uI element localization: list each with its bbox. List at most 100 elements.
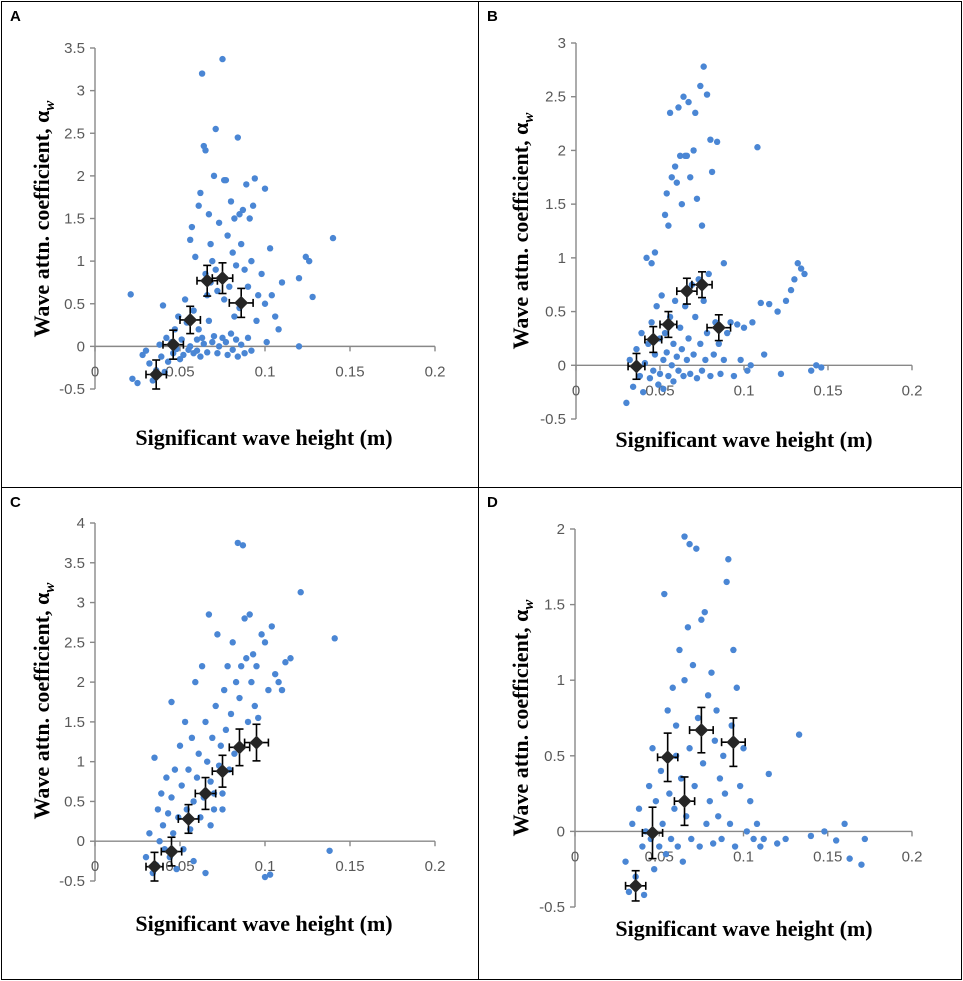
binned-means [627, 271, 732, 381]
data-point [249, 202, 257, 209]
y-tick-label: 2.5 [64, 634, 85, 651]
data-point [164, 810, 172, 817]
data-point [747, 797, 754, 805]
data-point [158, 790, 165, 797]
data-point [275, 678, 282, 686]
y-tick-label: 0 [77, 833, 85, 850]
observation-points [142, 539, 338, 881]
data-point [709, 840, 717, 847]
data-point [766, 300, 773, 308]
data-point [649, 745, 656, 752]
data-point [646, 374, 654, 382]
data-point [234, 353, 241, 360]
data-point [661, 211, 669, 219]
data-point [703, 329, 711, 337]
data-point [678, 200, 686, 208]
data-point [731, 843, 739, 850]
data-point [701, 608, 708, 616]
y-tick-label: 2 [77, 674, 85, 691]
data-point [207, 778, 214, 785]
data-point [765, 770, 772, 778]
y-tick-label: -0.5 [540, 411, 566, 428]
data-point [278, 686, 286, 694]
data-point [703, 91, 711, 98]
data-point [222, 338, 230, 346]
y-tick-label: 1.5 [64, 714, 85, 731]
data-point [272, 670, 279, 678]
data-point [212, 702, 219, 710]
observation-points [623, 63, 825, 407]
data-point [198, 70, 206, 77]
data-point [663, 190, 670, 197]
y-tick-label: 1.5 [545, 196, 566, 213]
data-point [658, 292, 665, 299]
data-point [214, 349, 221, 357]
data-point [648, 260, 655, 267]
data-point [715, 813, 722, 820]
data-point [711, 737, 719, 744]
mean-marker [646, 332, 661, 347]
x-tick-label: 0.15 [335, 363, 364, 380]
data-point [158, 353, 165, 360]
panel-a: A -0.5 0 0.5 1 1.5 2 2.5 3 3.5 0 0.05 0.1 0.15 0.2 Wav… [1, 1, 479, 488]
data-point [743, 828, 751, 835]
data-point [134, 379, 141, 387]
data-point [187, 343, 194, 350]
data-point [156, 838, 163, 845]
data-point [676, 324, 684, 331]
data-point [146, 360, 153, 367]
x-tick-label: 0 [91, 858, 99, 875]
data-point [170, 830, 177, 837]
data-point [181, 718, 189, 726]
data-point [246, 215, 253, 222]
data-point [205, 317, 213, 324]
data-point [214, 287, 221, 295]
y-tick-label: 0 [77, 338, 85, 355]
data-point [156, 341, 163, 348]
data-point [232, 336, 240, 343]
data-point [640, 891, 648, 899]
data-point [675, 367, 682, 374]
mean-marker [166, 337, 181, 352]
data-point [808, 367, 815, 374]
data-point [694, 714, 702, 722]
data-point [760, 835, 767, 843]
data-point [221, 296, 228, 303]
data-point [168, 698, 175, 706]
x-tick-label: 0.15 [813, 382, 842, 399]
data-point [253, 317, 260, 324]
data-point [686, 745, 693, 752]
data-point [204, 349, 211, 356]
data-point [669, 684, 676, 691]
mean-marker [660, 750, 675, 765]
data-point [142, 853, 150, 861]
data-point [754, 144, 761, 151]
data-point [275, 326, 282, 333]
y-axis-label: Wave attn. coefficient, αw [508, 112, 537, 350]
data-point [699, 760, 707, 767]
data-point [697, 340, 704, 347]
data-point [861, 835, 869, 843]
data-point [202, 147, 209, 154]
x-tick-label: 0 [571, 848, 579, 865]
mean-marker [711, 320, 726, 335]
data-point [210, 806, 218, 813]
data-point [219, 806, 226, 813]
data-point [668, 362, 675, 369]
data-point [231, 750, 238, 757]
data-point [782, 835, 789, 843]
mean-marker [215, 764, 230, 779]
data-point [244, 334, 252, 342]
data-point [671, 297, 679, 305]
data-point [146, 830, 153, 837]
mean-marker [198, 786, 213, 801]
data-point [692, 109, 699, 117]
data-point [202, 869, 209, 877]
y-tick-label: -0.5 [539, 899, 565, 916]
data-point [139, 351, 146, 359]
data-point [703, 820, 710, 828]
data-point [645, 782, 653, 790]
data-point [676, 152, 684, 159]
data-point [707, 372, 714, 380]
data-point [629, 383, 637, 390]
